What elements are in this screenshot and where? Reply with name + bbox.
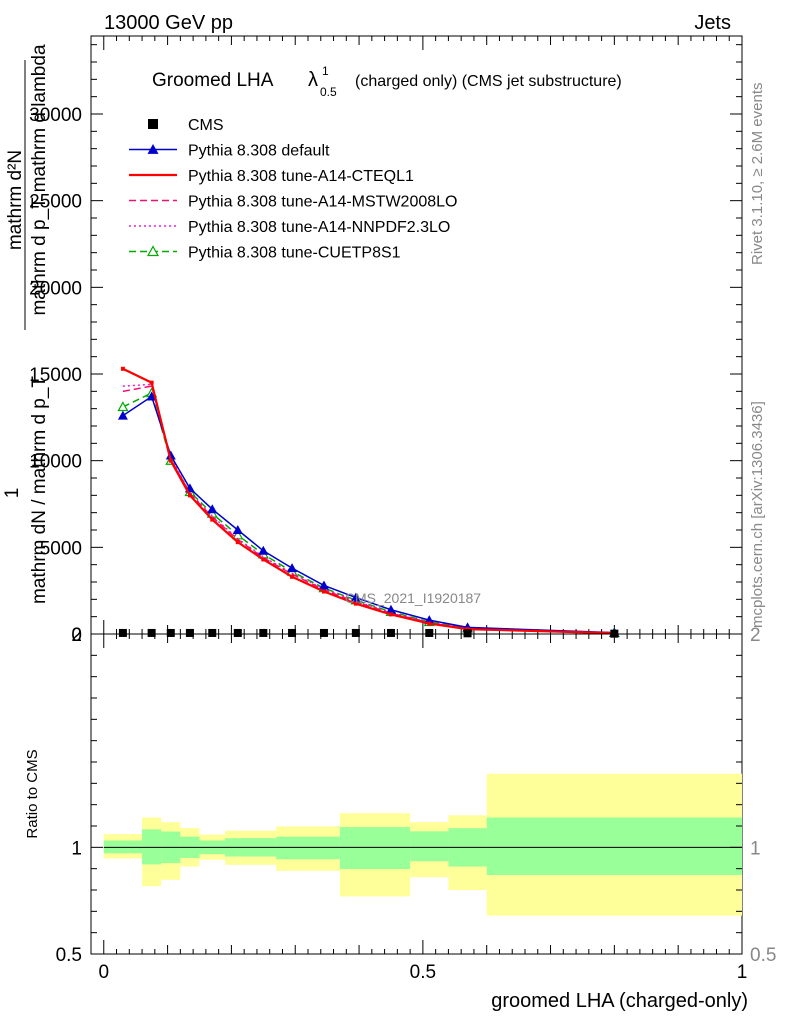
default-point: [207, 504, 218, 514]
title-lambda: λ: [308, 69, 318, 91]
cms-point: [185, 628, 194, 637]
ratio-bands: [103, 773, 742, 916]
header-left: 13000 GeV pp: [104, 12, 233, 34]
default-point: [146, 391, 157, 401]
legend-entry-cuetp8s1: Pythia 8.308 tune-CUETP8S1: [129, 245, 401, 262]
legend-marker-cuetp8s1: [146, 245, 160, 257]
cteql1-point: [290, 574, 295, 579]
cms-point: [233, 628, 242, 637]
cms-point: [147, 628, 156, 637]
cteql1-point: [187, 493, 192, 498]
ratio-band-inner-6: [276, 836, 340, 860]
x-axis-title: groomed LHA (charged-only): [491, 990, 748, 1012]
header-right: Jets: [694, 12, 731, 34]
cteql1-point: [321, 589, 326, 594]
legend-label-cuetp8s1: Pythia 8.308 tune-CUETP8S1: [188, 245, 401, 262]
default-point: [287, 563, 298, 573]
analysis-id: CMS_2021_I1920187: [345, 590, 481, 606]
default-point: [385, 604, 396, 614]
main-y-tick-label: 10000: [29, 452, 82, 473]
cms-point: [166, 628, 175, 637]
legend-entry-default: Pythia 8.308 default: [129, 143, 330, 160]
cteql1-point: [235, 540, 240, 545]
title-sub: 0.5: [320, 85, 337, 99]
cms-point: [386, 628, 395, 637]
series-cteql1: [120, 366, 617, 636]
main-title: Groomed LHA λ 1 0.5 (charged only) (CMS …: [152, 64, 622, 99]
ratio-axes: 0.5 0.51 12 20 0.5 1: [56, 625, 777, 983]
legend-label-mstw: Pythia 8.308 tune-A14-MSTW2008LO: [188, 194, 457, 211]
ylabel-numerator: mathrm d²N: [5, 150, 26, 250]
rivet-label: Rivet 3.1.10, ≥ 2.6M events: [749, 83, 766, 266]
mcplots-label: mcplots.cern.ch [arXiv:1306.3436]: [749, 401, 766, 628]
cms-point: [319, 628, 328, 637]
default-point: [350, 592, 361, 602]
title-sup: 1: [322, 64, 329, 78]
cteql1-point: [427, 621, 432, 626]
legend-entry-mstw: Pythia 8.308 tune-A14-MSTW2008LO: [129, 194, 457, 211]
default-point: [165, 450, 176, 460]
main-y-tick-label: 30000: [29, 105, 82, 126]
x-tick-label: 0: [98, 962, 109, 983]
main-y-tick-label: 25000: [29, 192, 82, 213]
ratio-y-tick-label-right: 0.5: [750, 945, 776, 966]
cms-point: [118, 628, 127, 637]
main-axes: 0 5000 10000 15000 20000 25000 30000: [29, 36, 743, 646]
main-y-tick-label: 20000: [29, 278, 82, 299]
ratio-y-label: Ratio to CMS: [24, 749, 41, 838]
series-line-cuetp8s1: [122, 392, 615, 634]
main-y-tick-label: 15000: [29, 365, 82, 386]
ratio-y-tick-label-right: 2: [750, 625, 761, 646]
cms-point: [208, 628, 217, 637]
legend-label-nnpdf: Pythia 8.308 tune-A14-NNPDF2.3LO: [188, 219, 450, 236]
cteql1-point: [465, 627, 470, 632]
ratio-y-tick-label-right: 1: [750, 838, 761, 859]
ylabel-one: 1: [2, 488, 23, 499]
ratio-y-tick-label: 2: [71, 625, 82, 646]
cteql1-point: [210, 517, 215, 522]
cuetp8s1-point: [117, 401, 129, 412]
cms-point: [288, 628, 297, 637]
title-suffix: (charged only) (CMS jet substructure): [355, 73, 622, 90]
title-prefix: Groomed LHA: [152, 70, 274, 91]
cteql1-point: [261, 557, 266, 562]
cteql1-point: [353, 601, 358, 606]
main-y-axis-title: 1 mathrm d²N mathrm d p_T mathrm d lambd…: [2, 44, 50, 604]
default-point: [232, 525, 243, 534]
default-point: [318, 580, 329, 590]
x-tick-label: 1: [737, 962, 748, 983]
series-line-default: [122, 395, 615, 634]
cteql1-point: [388, 612, 393, 617]
cms-point: [463, 629, 472, 638]
legend-label-default: Pythia 8.308 default: [188, 143, 330, 160]
default-point: [117, 410, 128, 420]
legend: CMS Pythia 8.308 default Pythia 8.308 tune…: [129, 117, 457, 262]
default-point: [258, 545, 269, 555]
main-y-tick-label: 0: [71, 625, 82, 646]
legend-marker-cms: [148, 119, 158, 129]
cteql1-point: [120, 366, 125, 371]
legend-entry-cms: CMS: [148, 117, 224, 134]
legend-label-cms: CMS: [188, 117, 224, 134]
cms-point: [351, 628, 360, 637]
cms-point: [259, 628, 268, 637]
ratio-band-inner-10: [486, 817, 742, 876]
main-y-tick-label: 5000: [40, 538, 82, 559]
cms-point: [425, 628, 434, 637]
ylabel-line2: mathrm dN / mathrm d p_T: [29, 376, 50, 604]
ratio-y-tick-label: 0.5: [56, 945, 82, 966]
ratio-band-inner-7: [339, 827, 411, 870]
legend-marker-default: [147, 144, 159, 154]
ratio-y-tick-label: 1: [71, 838, 82, 859]
legend-label-cteql1: Pythia 8.308 tune-A14-CTEQL1: [188, 168, 414, 185]
legend-entry-nnpdf: Pythia 8.308 tune-A14-NNPDF2.3LO: [129, 219, 450, 236]
cteql1-point: [168, 458, 173, 463]
ylabel-denominator: mathrm d p_T mathrm d lambda: [29, 44, 50, 315]
series-line-cteql1: [122, 367, 615, 635]
legend-entry-cteql1: Pythia 8.308 tune-A14-CTEQL1: [129, 168, 414, 185]
cteql1-point: [149, 380, 154, 385]
ratio-band-inner-8: [410, 831, 449, 862]
x-tick-label: 0.5: [410, 962, 436, 983]
